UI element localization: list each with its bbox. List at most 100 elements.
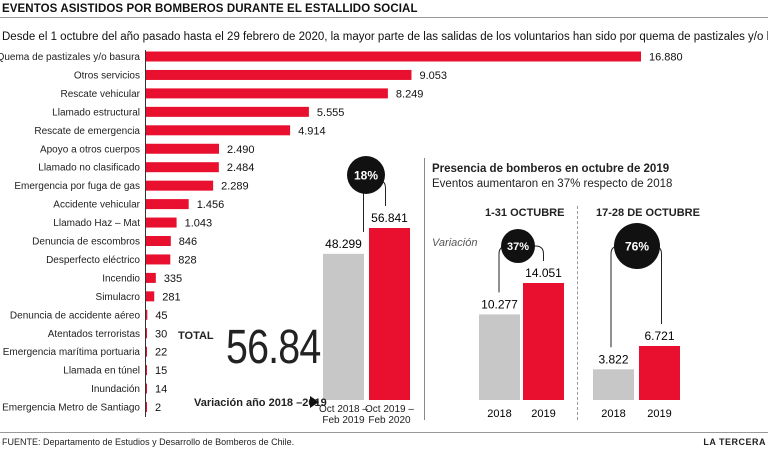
value-label: 15: [155, 365, 167, 377]
chart-subtitle: Desde el 1 octubre del año pasado hasta …: [2, 31, 768, 43]
variation-badge-label: 76%: [625, 239, 649, 253]
category-label: 2018: [601, 408, 625, 420]
category-label: Simulacro: [96, 292, 141, 303]
category-label: Rescate vehicular: [61, 89, 141, 100]
bar: [146, 272, 156, 283]
total-label: TOTAL: [178, 330, 214, 342]
bar: [146, 309, 148, 320]
variation-badge: [614, 223, 660, 269]
bar: [146, 383, 147, 394]
value-label: 3.822: [598, 352, 628, 366]
value-label: 14.051: [525, 266, 562, 280]
value-label: 16.880: [649, 52, 683, 64]
value-label: 828: [178, 254, 196, 266]
category-label: Apoyo a otros cuerpos: [40, 144, 140, 155]
bar: [146, 236, 171, 246]
category-label: Emergencia por fuga de gas: [14, 181, 140, 192]
variation-badge: [501, 229, 535, 263]
value-label: 30: [155, 328, 167, 340]
title-bar: EVENTOS ASISTIDOS POR BOMBEROS DURANTE E…: [0, 0, 768, 18]
source-note: FUENTE: Departamento de Estudios y Desar…: [2, 437, 295, 447]
category-label: Quema de pastizales y/o basura: [0, 52, 140, 63]
category-label: 2019: [647, 408, 671, 420]
total-value: 56.841: [226, 321, 342, 374]
bar: [146, 254, 171, 265]
bar: [593, 369, 634, 400]
value-label: 1.043: [185, 218, 213, 230]
bar: [146, 162, 219, 173]
category-label: Denuncia de escombros: [32, 237, 140, 248]
category-label: Llamado Haz – Mat: [53, 218, 140, 229]
bar: [323, 253, 364, 400]
category-label: Atentados terroristas: [48, 329, 140, 340]
bar: [639, 346, 680, 400]
category-label: Oct 2019 –: [365, 404, 414, 415]
value-label: 45: [155, 310, 167, 322]
value-label: 5.555: [317, 107, 345, 119]
section-divider: [424, 158, 425, 420]
bar: [146, 291, 155, 302]
category-label: Emergencia marítima portuaria: [3, 347, 141, 358]
bar: [479, 314, 520, 400]
bar: [523, 283, 564, 400]
october-subtitle: Eventos aumentaron en 37% respecto de 20…: [432, 178, 673, 190]
category-label: Denuncia de accidente aéreo: [10, 310, 141, 321]
category-label: Llamado estructural: [52, 107, 140, 118]
bar: [146, 217, 177, 228]
value-label: 1.456: [197, 199, 225, 211]
bar: [146, 143, 220, 154]
variation-note: Variación: [432, 237, 478, 249]
variation-badge-label: 37%: [507, 241, 529, 253]
bar: [146, 125, 291, 136]
value-label: 48.299: [325, 237, 362, 251]
value-label: 2.490: [227, 144, 255, 156]
bar: [146, 88, 388, 99]
bar: [146, 199, 189, 210]
value-label: 2.484: [227, 162, 255, 174]
value-label: 2: [155, 402, 161, 414]
value-label: 281: [162, 291, 180, 303]
arrow-right-icon: [310, 396, 319, 408]
category-label: Emergencia Metro de Santiago: [2, 403, 140, 414]
value-label: 4.914: [298, 125, 326, 137]
variation-badge: [347, 156, 385, 194]
bar: [146, 402, 147, 413]
bar: [146, 346, 147, 357]
bar: [146, 106, 309, 117]
category-label: 2018: [487, 408, 511, 420]
value-label: 846: [179, 236, 197, 248]
value-label: 10.277: [481, 297, 518, 311]
value-label: 335: [164, 273, 182, 285]
value-label: 9.053: [419, 70, 447, 82]
category-label: Feb 2020: [368, 415, 411, 426]
bar: [369, 228, 410, 400]
bar: [146, 69, 412, 80]
footer-rule: [0, 432, 768, 433]
bar: [146, 328, 147, 339]
value-label: 56.841: [371, 211, 408, 225]
period2-title: 17-28 DE OCTUBRE: [596, 207, 700, 219]
category-label: Otros servicios: [74, 70, 140, 81]
bar: [146, 365, 147, 376]
brand-logo: LA TERCERA: [703, 437, 766, 447]
variation-year-label: Variación año 2018 –2019: [194, 397, 327, 409]
category-label: Incendio: [102, 273, 140, 284]
title-rule: [0, 17, 768, 18]
variation-badge-label: 18%: [354, 168, 378, 182]
bar: [146, 51, 641, 62]
value-label: 8.249: [396, 88, 424, 100]
category-label: Feb 2019: [322, 415, 365, 426]
value-label: 22: [155, 347, 167, 359]
inset-divider: [577, 206, 578, 420]
category-label: Inundación: [91, 384, 140, 395]
chart-title: EVENTOS ASISTIDOS POR BOMBEROS DURANTE E…: [2, 3, 418, 15]
bar: [146, 180, 214, 191]
category-label: 2019: [531, 408, 555, 420]
category-label: Accidente vehicular: [53, 200, 140, 211]
value-label: 2.289: [221, 181, 249, 193]
october-title: Presencia de bomberos en octubre de 2019: [432, 163, 670, 175]
category-label: Llamado no clasificado: [38, 163, 140, 174]
period1-title: 1-31 OCTUBRE: [485, 207, 565, 219]
value-label: 6.721: [644, 329, 674, 343]
